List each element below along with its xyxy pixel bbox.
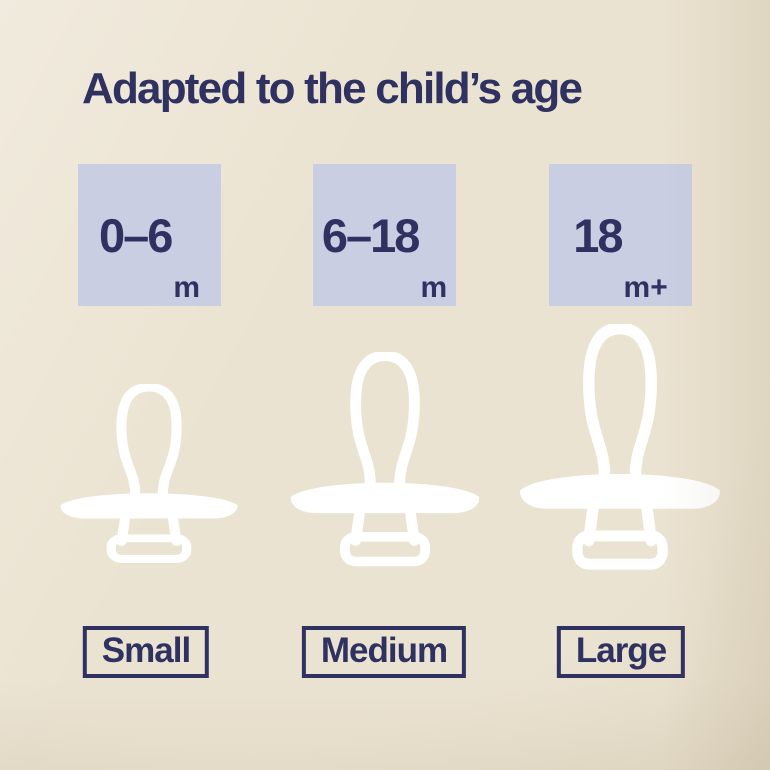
age-range-text: 0–6 xyxy=(98,208,173,262)
age-badge-large: 18 m+ xyxy=(549,164,692,306)
pacifier-small-icon xyxy=(57,384,241,566)
age-unit-text: m xyxy=(420,271,448,304)
size-label-medium: Medium xyxy=(301,626,467,678)
page-title: Adapted to the child’s age xyxy=(82,64,583,113)
size-label-small: Small xyxy=(82,626,210,678)
size-label-large: Large xyxy=(556,626,686,678)
age-badge-small: 0–6 m xyxy=(78,164,221,306)
pacifier-large-icon xyxy=(516,324,724,574)
pacifier-medium-icon xyxy=(287,352,483,570)
age-range-text: 18 xyxy=(573,208,623,262)
age-unit-text: m+ xyxy=(623,271,668,304)
age-range-text: 6–18 xyxy=(321,208,421,262)
age-unit-text: m xyxy=(173,271,201,304)
age-badge-medium: 6–18 m xyxy=(313,164,456,306)
